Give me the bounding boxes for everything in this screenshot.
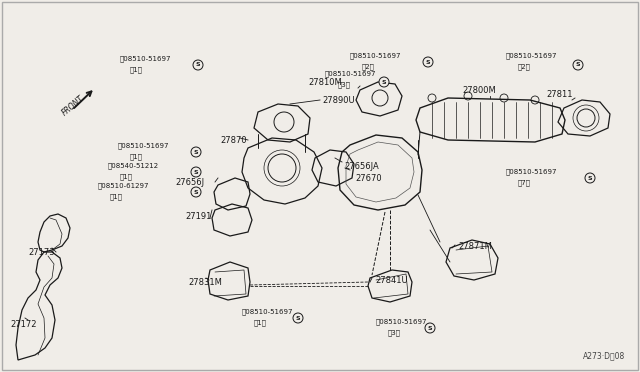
Text: S: S	[194, 189, 198, 195]
Circle shape	[193, 60, 203, 70]
Text: （1）: （1）	[120, 173, 133, 180]
Text: 27871M: 27871M	[458, 242, 492, 251]
Text: 27172: 27172	[10, 320, 36, 329]
Circle shape	[423, 57, 433, 67]
Text: A273·D˹08: A273·D˹08	[583, 351, 625, 360]
Text: 27656JA: 27656JA	[344, 162, 379, 171]
Circle shape	[425, 323, 435, 333]
Text: Ⓝ08510-51697: Ⓝ08510-51697	[350, 52, 401, 59]
Text: Ⓝ08540-51212: Ⓝ08540-51212	[108, 162, 159, 169]
Text: 27800M: 27800M	[462, 86, 496, 95]
Text: （1）: （1）	[130, 66, 143, 73]
Circle shape	[585, 173, 595, 183]
Text: 27191: 27191	[185, 212, 211, 221]
Text: FRONT: FRONT	[60, 94, 86, 118]
Text: 27831M: 27831M	[188, 278, 222, 287]
Text: （1）: （1）	[110, 193, 123, 200]
Text: （1）: （1）	[254, 319, 267, 326]
Circle shape	[191, 167, 201, 177]
Text: Ⓝ08510-51697: Ⓝ08510-51697	[506, 52, 557, 59]
Text: S: S	[196, 62, 200, 67]
Circle shape	[293, 313, 303, 323]
Text: Ⓝ08510-51697: Ⓝ08510-51697	[242, 308, 294, 315]
Text: Ⓝ08510-51697: Ⓝ08510-51697	[325, 70, 376, 77]
Text: 27890U: 27890U	[322, 96, 355, 105]
Text: Ⓝ08510-51697: Ⓝ08510-51697	[376, 318, 428, 325]
Circle shape	[573, 60, 583, 70]
Text: 27811: 27811	[546, 90, 573, 99]
Text: （7）: （7）	[518, 179, 531, 186]
Text: Ⓝ08510-51697: Ⓝ08510-51697	[120, 55, 172, 62]
Circle shape	[191, 187, 201, 197]
Text: 27810M: 27810M	[308, 78, 342, 87]
Text: S: S	[381, 80, 387, 84]
Text: S: S	[588, 176, 592, 180]
Text: 27670: 27670	[355, 174, 381, 183]
Text: （3）: （3）	[338, 81, 351, 88]
Text: （3）: （3）	[388, 329, 401, 336]
Text: 27173: 27173	[28, 248, 54, 257]
Text: 27841U: 27841U	[375, 276, 408, 285]
Text: S: S	[426, 60, 430, 64]
Text: Ⓝ08510-61297: Ⓝ08510-61297	[98, 182, 150, 189]
Text: 27656J: 27656J	[175, 178, 204, 187]
Circle shape	[379, 77, 389, 87]
Text: （2）: （2）	[518, 63, 531, 70]
Text: 27870: 27870	[220, 136, 246, 145]
Text: （2）: （2）	[362, 63, 375, 70]
Text: S: S	[576, 62, 580, 67]
Text: S: S	[194, 150, 198, 154]
Text: Ⓝ08510-51697: Ⓝ08510-51697	[506, 168, 557, 174]
Text: （1）: （1）	[130, 153, 143, 160]
Circle shape	[191, 147, 201, 157]
Text: S: S	[296, 315, 300, 321]
Text: Ⓝ08510-51697: Ⓝ08510-51697	[118, 142, 170, 148]
Text: S: S	[428, 326, 432, 330]
Text: S: S	[194, 170, 198, 174]
